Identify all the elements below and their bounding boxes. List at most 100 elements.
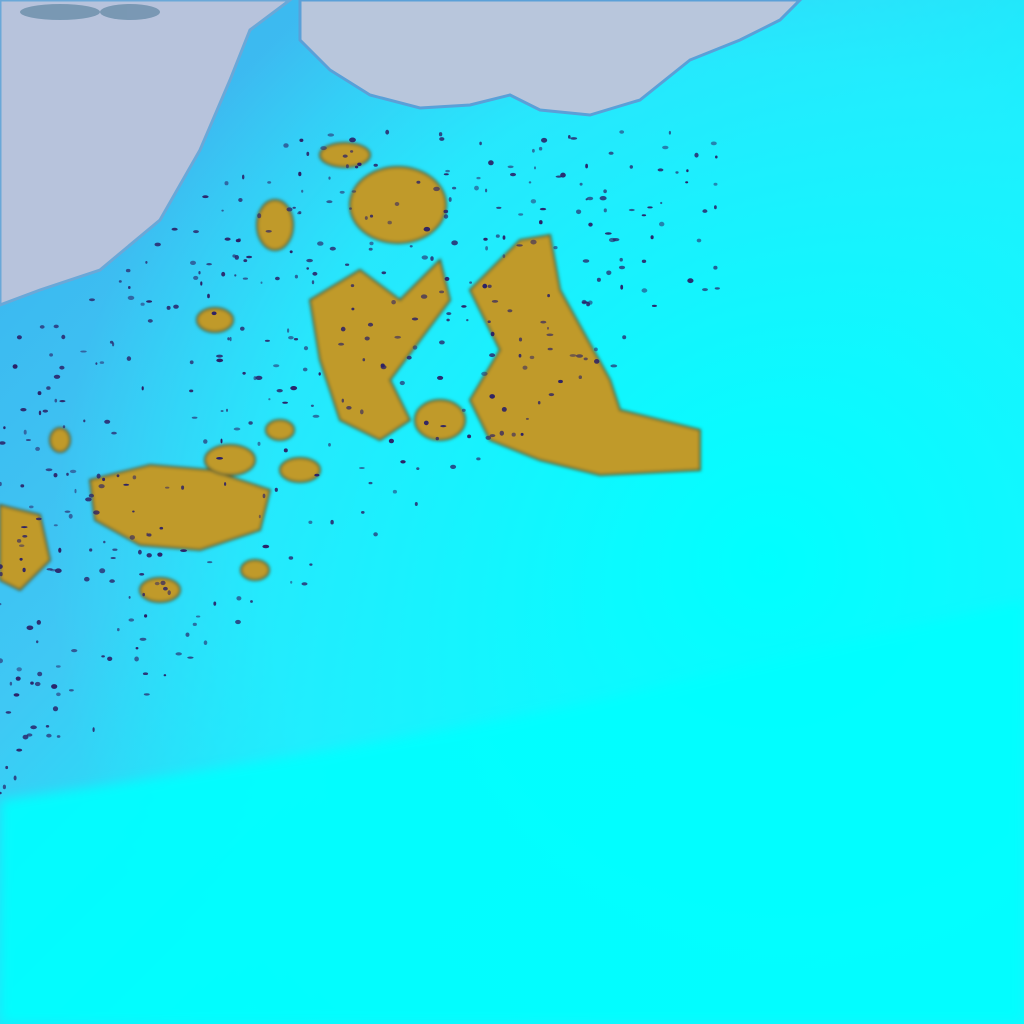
ice-speck — [610, 364, 618, 368]
ice-speck — [306, 267, 310, 270]
ice-speck — [485, 246, 488, 251]
ice-speck — [496, 206, 502, 209]
ice-speck — [103, 540, 106, 544]
ice-speck — [349, 137, 356, 143]
ice-speck — [629, 165, 633, 169]
ice-speck — [430, 256, 434, 261]
ice-speck — [420, 294, 428, 299]
ice-speck — [694, 152, 699, 158]
ice-speck — [180, 549, 188, 552]
ice-speck — [166, 305, 171, 310]
ice-speck — [163, 586, 168, 591]
ice-speck — [255, 375, 263, 380]
ice-speck — [553, 246, 558, 250]
ice-speck — [125, 268, 131, 273]
ice-speck — [134, 656, 139, 662]
ice-speck — [112, 342, 115, 347]
ice-speck — [443, 214, 449, 219]
ice-speck — [123, 483, 130, 486]
ice-speck — [0, 603, 2, 606]
ice-speck — [26, 625, 34, 631]
ice-speck — [327, 133, 335, 137]
ice-speck — [229, 336, 232, 342]
ice-speck — [144, 614, 148, 618]
ice-speck — [92, 727, 95, 732]
ice-speck — [392, 489, 397, 494]
ice-speck — [21, 526, 28, 529]
ice-speck — [364, 216, 368, 220]
ice-speck — [167, 590, 171, 596]
ice-speck — [0, 481, 2, 487]
ice-speck — [227, 337, 230, 341]
ice-speck — [433, 186, 440, 192]
ice-speck — [588, 222, 593, 227]
ice-speck — [713, 182, 718, 186]
ice-speck — [101, 655, 105, 658]
ice-speck — [446, 312, 452, 316]
ice-speck — [66, 472, 69, 476]
ice-speck — [659, 221, 665, 227]
ice-speck — [641, 214, 647, 217]
ice-speck — [452, 186, 457, 190]
ice-speck — [537, 401, 541, 405]
ice-speck — [622, 335, 627, 340]
ice-speck — [98, 484, 105, 489]
ice-speck — [346, 406, 352, 410]
ice-speck — [0, 791, 2, 795]
ice-speck — [360, 409, 364, 415]
ice-speck — [118, 280, 122, 283]
ice-speck — [283, 448, 288, 453]
ice-speck — [547, 347, 553, 351]
ice-speck — [341, 398, 344, 403]
ice-speck — [35, 446, 40, 451]
ice-speck — [171, 227, 178, 231]
ice-speck — [139, 573, 145, 576]
ice-speck — [110, 557, 116, 559]
ice-speck — [309, 563, 313, 566]
ice-speck — [606, 270, 612, 276]
ice-speck — [423, 420, 429, 426]
ice-speck — [368, 481, 373, 485]
ice-speck — [302, 367, 308, 372]
ice-speck — [502, 235, 506, 240]
ice-speck — [596, 277, 601, 282]
ice-speck — [102, 477, 106, 482]
ice-speck — [539, 207, 547, 211]
ice-speck — [361, 511, 365, 514]
ice-speck — [329, 246, 336, 251]
ice-speck — [696, 238, 702, 243]
ice-speck — [276, 389, 283, 393]
ice-speck — [234, 274, 237, 277]
ice-speck — [58, 547, 62, 553]
ice-speck — [203, 640, 208, 645]
ice-speck — [213, 601, 217, 606]
ice-speck — [242, 371, 246, 375]
ice-speck — [111, 431, 117, 435]
ice-speck — [262, 493, 266, 499]
ice-speck — [380, 363, 385, 368]
ice-speck — [128, 596, 131, 599]
ice-speck — [588, 300, 593, 305]
ice-speck — [165, 486, 170, 489]
ice-speck — [298, 211, 302, 214]
ice-speck — [301, 189, 304, 193]
ice-speck — [185, 632, 190, 637]
ice-speck — [104, 419, 111, 424]
ice-speck — [394, 202, 400, 206]
ice-speck — [45, 468, 53, 472]
ice-speck — [16, 748, 23, 752]
ice-speck — [546, 333, 554, 337]
ice-speck — [435, 436, 439, 441]
ice-speck — [388, 438, 394, 444]
ice-speck — [22, 567, 26, 573]
ice-speck — [385, 129, 390, 135]
ice-speck — [89, 298, 95, 302]
ice-speck — [662, 145, 669, 150]
ice-speck — [443, 173, 449, 176]
ice-speck — [200, 281, 203, 286]
ice-speck — [301, 582, 308, 586]
ice-speck — [675, 171, 679, 174]
ice-speck — [242, 277, 248, 280]
ice-speck — [362, 358, 366, 362]
ice-speck — [146, 532, 149, 537]
